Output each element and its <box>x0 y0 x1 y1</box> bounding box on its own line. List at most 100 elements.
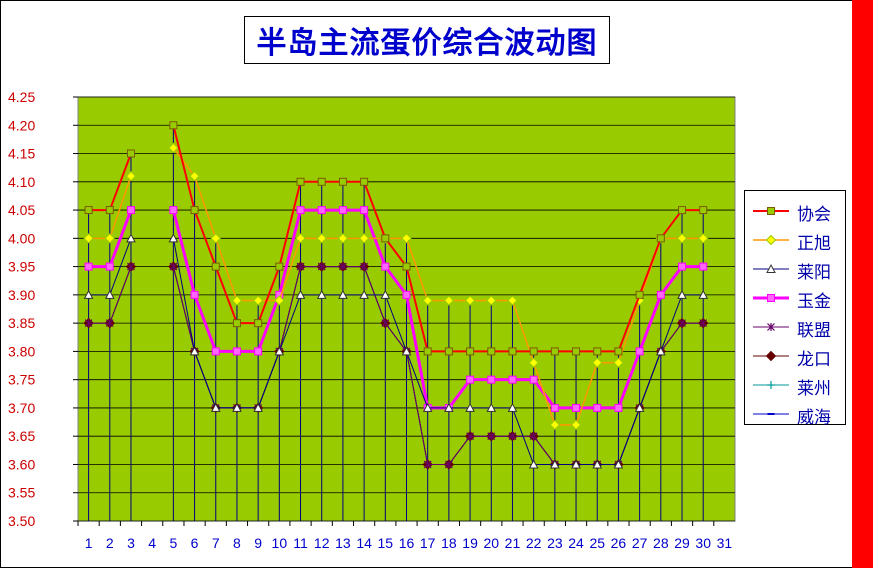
data-point <box>572 347 581 356</box>
data-point <box>655 346 666 356</box>
data-point <box>402 290 411 299</box>
data-point <box>168 233 179 243</box>
x-tick-label: 4 <box>148 535 156 551</box>
data-point <box>592 459 603 469</box>
data-point <box>402 262 411 271</box>
data-point <box>699 262 708 271</box>
y-tick-label: 4.10 <box>8 174 35 190</box>
data-point <box>190 206 199 215</box>
y-tick-label: 3.60 <box>8 456 35 472</box>
data-point <box>358 233 370 244</box>
x-tick-label: 13 <box>335 535 351 551</box>
x-tick-label: 19 <box>462 535 478 551</box>
legend-swatch <box>753 413 789 415</box>
data-point <box>338 206 347 215</box>
data-point <box>105 319 114 328</box>
data-point <box>317 206 326 215</box>
data-point <box>507 295 518 306</box>
legend-item: 联盟 <box>745 313 845 341</box>
data-point <box>254 347 263 356</box>
data-point <box>84 262 93 271</box>
x-tick-label: 27 <box>632 535 648 551</box>
data-point <box>380 289 391 299</box>
data-point <box>486 402 497 412</box>
data-point <box>550 347 559 356</box>
legend-marker <box>765 350 777 362</box>
data-point <box>189 346 200 356</box>
y-tick-label: 3.50 <box>8 513 35 529</box>
legend-swatch <box>753 263 789 273</box>
data-point <box>678 206 687 215</box>
data-point <box>104 233 115 244</box>
y-tick-label: 4.25 <box>8 89 35 105</box>
data-point <box>487 432 496 441</box>
data-point <box>529 375 538 384</box>
data-point <box>593 403 602 412</box>
legend-item: 莱阳 <box>745 255 845 283</box>
x-tick-label: 9 <box>254 535 262 551</box>
data-point <box>338 177 347 186</box>
data-point <box>83 289 94 299</box>
data-point <box>464 295 476 306</box>
data-point <box>401 346 412 356</box>
data-point <box>274 346 285 356</box>
data-point <box>593 347 602 356</box>
data-point <box>359 289 369 299</box>
legend-marker <box>767 207 775 215</box>
y-tick-label: 3.65 <box>8 428 35 444</box>
data-point <box>508 347 517 356</box>
legend-swatch <box>753 350 789 362</box>
data-point <box>699 206 708 215</box>
data-point <box>169 206 178 215</box>
title-box: 半岛主流蛋价综合波动图 <box>244 16 610 64</box>
data-point <box>189 170 200 182</box>
data-point <box>466 432 475 441</box>
data-point <box>422 402 433 412</box>
data-point <box>232 347 241 356</box>
data-point <box>677 289 687 299</box>
data-point <box>231 295 243 306</box>
legend-swatch <box>753 323 789 331</box>
data-point <box>422 295 433 306</box>
data-point <box>317 177 326 186</box>
legend-marker <box>767 381 775 389</box>
data-point <box>613 357 624 368</box>
data-point <box>698 289 709 299</box>
data-point <box>360 262 369 271</box>
data-point <box>423 460 432 469</box>
data-point <box>529 347 538 356</box>
data-point <box>381 234 390 243</box>
data-point <box>401 233 412 244</box>
x-tick-label: 26 <box>611 535 627 551</box>
legend-label: 莱州 <box>797 379 831 399</box>
data-point <box>275 262 284 271</box>
data-point <box>443 295 455 306</box>
data-point <box>211 347 220 356</box>
x-tick-label: 25 <box>589 535 605 551</box>
y-tick-label: 3.85 <box>8 315 35 331</box>
x-tick-label: 15 <box>378 535 394 551</box>
legend-marker <box>765 234 777 246</box>
data-point <box>572 403 581 412</box>
data-point <box>678 319 686 328</box>
data-point <box>614 347 623 356</box>
data-point <box>337 233 349 244</box>
legend-marker <box>767 323 775 331</box>
data-point <box>126 206 135 215</box>
legend-swatch <box>753 294 789 302</box>
legend-swatch <box>753 207 789 215</box>
legend-item: 莱州 <box>745 371 845 399</box>
data-point <box>508 432 517 441</box>
data-point <box>190 290 199 299</box>
x-tick-label: 28 <box>653 535 669 551</box>
data-point <box>592 357 603 368</box>
x-tick-label: 22 <box>526 535 542 551</box>
data-point <box>678 262 687 271</box>
data-point <box>656 290 665 299</box>
data-point <box>83 233 94 244</box>
data-point <box>549 419 561 431</box>
y-tick-label: 3.80 <box>8 343 35 359</box>
data-point <box>254 319 263 328</box>
data-point <box>698 233 709 244</box>
data-point <box>529 432 538 441</box>
